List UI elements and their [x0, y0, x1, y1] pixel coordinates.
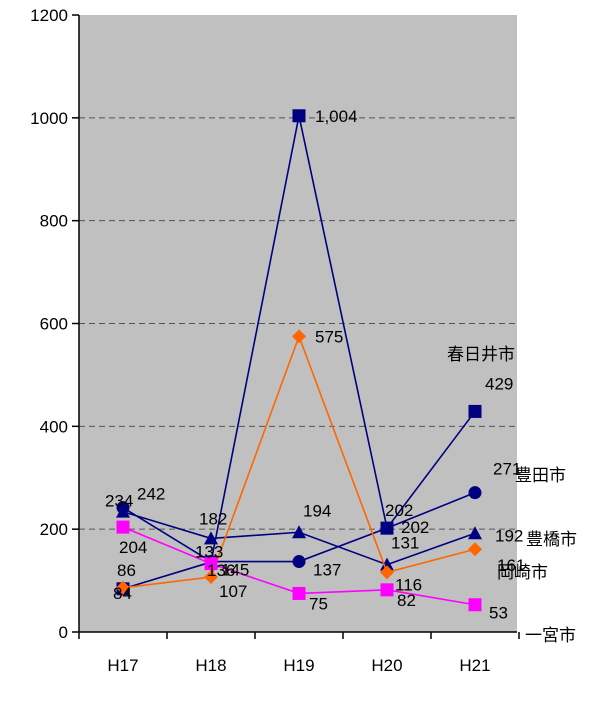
y-tick-label: 400: [40, 417, 68, 436]
data-label: 86: [117, 561, 136, 580]
data-point-triangle: [380, 557, 394, 571]
data-labels: 84 136 1,004 202 429 242 145 137 202 271 234 182 194…: [105, 107, 525, 623]
x-tick-label: H17: [107, 656, 138, 675]
data-point-diamond: [468, 542, 482, 557]
data-label: 234: [105, 492, 133, 511]
data-label: 136: [207, 561, 235, 580]
data-point-square: [380, 583, 394, 597]
y-tick-label: 0: [59, 623, 68, 642]
data-label: 137: [313, 561, 341, 580]
data-label: 131: [391, 534, 419, 553]
data-point-triangle: [116, 504, 130, 518]
data-label: 161: [497, 556, 525, 575]
series-name-label: 春日井市: [447, 345, 515, 365]
series-name-label: 豊橋市: [526, 530, 577, 550]
data-point-square: [468, 404, 482, 418]
data-point-diamond: [116, 580, 130, 595]
data-label: 84: [113, 584, 132, 603]
series-4: [116, 520, 482, 612]
series-name-label: 豊田市: [515, 466, 566, 486]
data-label: 575: [315, 327, 343, 346]
x-tick-label: H20: [371, 656, 402, 675]
x-tick-label: H18: [195, 656, 226, 675]
data-point-triangle: [468, 526, 482, 540]
data-point-circle: [468, 486, 482, 500]
data-label: 82: [397, 591, 416, 610]
y-tick-label: 200: [40, 520, 68, 539]
x-ticks: H17 H18 H19 H20 H21: [78, 632, 520, 675]
x-tick-label: H19: [283, 656, 314, 675]
data-point-diamond: [292, 329, 306, 344]
data-label: 53: [489, 604, 508, 623]
data-label: 107: [219, 582, 247, 601]
gridlines: [79, 117, 517, 530]
data-point-square: [292, 109, 306, 123]
data-label: 182: [199, 509, 227, 528]
data-point-circle: [380, 521, 394, 535]
series-name-label: 一宮市: [525, 626, 576, 646]
data-point-diamond: [204, 569, 218, 584]
data-label: 202: [401, 518, 429, 537]
data-point-triangle: [292, 525, 306, 539]
data-label: 116: [395, 575, 422, 594]
series: [116, 109, 482, 612]
series-2: [116, 504, 482, 571]
data-point-diamond: [380, 565, 394, 580]
data-point-square: [204, 557, 218, 571]
y-tick-label: 1200: [30, 6, 68, 25]
data-label: 145: [221, 561, 249, 580]
data-label: 1,004: [315, 107, 358, 126]
series-name-label: 岡崎市: [497, 563, 548, 583]
data-label: 133: [195, 543, 223, 562]
data-point-square: [116, 520, 130, 534]
data-label: 204: [119, 538, 147, 557]
data-label: 75: [309, 594, 328, 613]
y-ticks: 0 200 400 600 800 1000 1200: [30, 6, 79, 642]
x-tick-label: H21: [459, 656, 490, 675]
data-label: 194: [303, 501, 331, 520]
data-point-square: [468, 598, 482, 612]
y-tick-label: 600: [40, 315, 68, 334]
y-tick-label: 800: [40, 212, 68, 231]
series-3: [116, 329, 482, 595]
data-point-triangle: [204, 531, 218, 545]
data-label: 242: [137, 485, 165, 504]
data-label: 192: [495, 526, 523, 545]
data-label: 202: [385, 501, 413, 520]
data-label: 429: [485, 374, 513, 393]
data-point-circle: [292, 555, 306, 569]
data-label: 271: [493, 460, 521, 479]
data-point-square: [292, 586, 306, 600]
y-tick-label: 1000: [30, 109, 68, 128]
